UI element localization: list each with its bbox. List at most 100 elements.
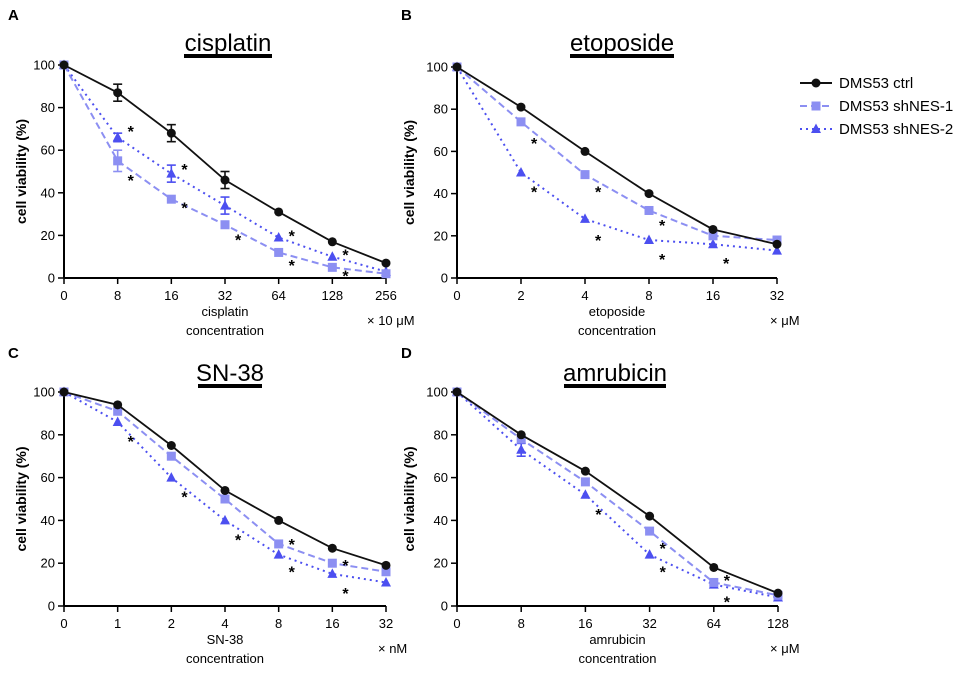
data-point xyxy=(220,175,230,185)
significance-star: * xyxy=(659,252,666,269)
significance-star: * xyxy=(289,537,296,554)
data-point xyxy=(113,156,123,166)
x-unit-label: × 10 μM xyxy=(367,313,415,328)
x-axis-label: concentration xyxy=(186,323,264,338)
x-tick-label: 0 xyxy=(60,616,67,631)
data-point xyxy=(166,441,176,450)
x-tick-label: 128 xyxy=(321,288,343,303)
x-tick-label: 32 xyxy=(770,288,784,303)
y-tick-label: 80 xyxy=(41,427,55,442)
chart-title: amrubicin xyxy=(563,360,667,387)
series-dms53-ctrl xyxy=(59,387,391,570)
significance-star: * xyxy=(181,490,188,507)
y-tick-label: 20 xyxy=(434,228,448,243)
significance-star: * xyxy=(724,595,731,612)
data-point xyxy=(166,194,176,204)
y-tick-label: 20 xyxy=(41,556,55,571)
significance-star: * xyxy=(235,233,242,250)
y-tick-label: 20 xyxy=(41,228,55,243)
chart-title: etoposide xyxy=(570,30,674,57)
data-point xyxy=(452,387,462,397)
legend: DMS53 ctrl DMS53 shNES-1 DMS53 shNES-2 xyxy=(800,75,953,138)
title-underline xyxy=(184,54,272,58)
x-tick-label: 32 xyxy=(642,616,656,631)
data-point xyxy=(273,232,284,242)
series-line xyxy=(63,64,387,273)
legend-marker xyxy=(811,78,821,88)
significance-star: * xyxy=(531,184,538,201)
y-axis-label: cell viability (%) xyxy=(401,446,417,551)
legend-item: DMS53 ctrl xyxy=(800,75,913,92)
significance-star: * xyxy=(128,434,135,451)
significance-star: * xyxy=(660,565,667,582)
x-axis-label: etoposide xyxy=(589,304,645,319)
x-tick-label: 8 xyxy=(645,288,652,303)
data-point xyxy=(709,562,719,572)
data-point xyxy=(644,189,654,199)
series-line xyxy=(456,66,778,252)
data-point xyxy=(166,472,177,482)
x-tick-label: 64 xyxy=(707,616,721,631)
significance-star: * xyxy=(128,124,135,141)
significance-star: * xyxy=(723,256,730,273)
data-point xyxy=(274,515,284,525)
data-point xyxy=(220,485,230,495)
title-underline xyxy=(570,54,674,58)
x-axis-label: concentration xyxy=(578,651,656,666)
x-tick-label: 4 xyxy=(221,616,228,631)
data-point xyxy=(166,451,176,461)
data-point xyxy=(273,549,284,559)
data-point xyxy=(452,62,462,72)
data-point xyxy=(708,224,718,234)
legend-label: DMS53 ctrl xyxy=(839,75,913,92)
x-tick-label: 4 xyxy=(581,288,588,303)
x-tick-label: 0 xyxy=(60,288,67,303)
data-point xyxy=(327,262,337,272)
data-point xyxy=(580,466,590,476)
data-point xyxy=(772,245,782,255)
series-dms53-ctrl xyxy=(452,62,782,249)
significance-star: * xyxy=(724,573,731,590)
data-point xyxy=(220,514,230,525)
x-tick-label: 8 xyxy=(114,288,121,303)
data-point xyxy=(381,258,391,268)
y-tick-label: 20 xyxy=(434,556,448,571)
x-tick-label: 256 xyxy=(375,288,397,303)
series-line xyxy=(63,64,387,264)
x-tick-label: 32 xyxy=(218,288,232,303)
data-point xyxy=(772,239,782,249)
data-point xyxy=(166,128,176,138)
y-tick-label: 60 xyxy=(41,143,55,158)
data-point xyxy=(644,234,654,245)
title-underline xyxy=(198,384,262,388)
series-dms53-ctrl xyxy=(452,387,783,598)
significance-star: * xyxy=(531,136,538,153)
data-point xyxy=(274,207,284,217)
x-axis-label: cisplatin xyxy=(202,304,249,319)
panel-letter: B xyxy=(401,7,412,24)
chart-panel-c: C SN-38 0 20 40 60 80 100 0 1 2 4 8 16 32 cell viabilit… xyxy=(8,345,407,666)
x-tick-label: 16 xyxy=(325,616,339,631)
series-line xyxy=(456,391,779,597)
data-point xyxy=(381,567,391,577)
data-point xyxy=(327,543,337,553)
data-point xyxy=(645,511,655,521)
significance-star: * xyxy=(659,218,666,235)
data-point xyxy=(112,131,123,142)
data-point xyxy=(113,406,123,416)
x-tick-label: 16 xyxy=(706,288,720,303)
data-point xyxy=(580,477,590,487)
significance-star: * xyxy=(342,586,349,603)
data-point xyxy=(112,416,123,426)
title-underline xyxy=(564,384,666,388)
data-point xyxy=(580,213,590,223)
x-tick-label: 128 xyxy=(767,616,789,631)
data-point xyxy=(516,102,526,112)
data-point xyxy=(381,576,391,587)
y-tick-label: 100 xyxy=(426,60,448,75)
series-line xyxy=(456,391,779,594)
significance-star: * xyxy=(660,541,667,558)
chart-title: SN-38 xyxy=(196,360,264,387)
